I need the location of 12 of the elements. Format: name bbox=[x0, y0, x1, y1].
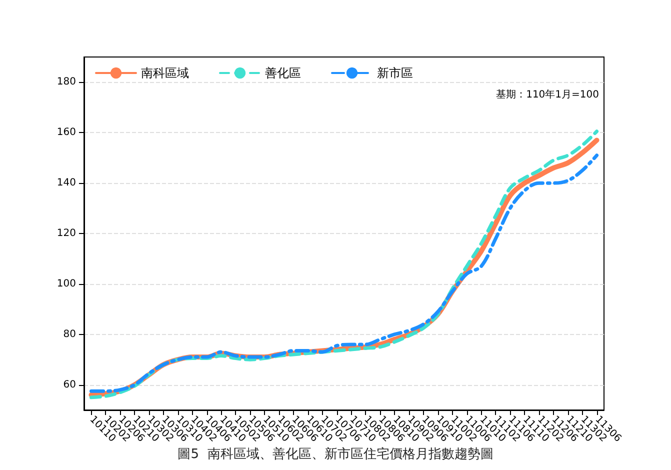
y-tick-label: 120 bbox=[56, 228, 76, 239]
legend-label: 新市區 bbox=[377, 66, 413, 80]
y-tick-label: 180 bbox=[56, 76, 76, 88]
legend-label: 南科區域 bbox=[141, 66, 189, 80]
y-tick-label: 160 bbox=[56, 127, 76, 138]
text: 圖5 南科區域、善化區、新市區住宅價格月指數趨勢圖 bbox=[178, 446, 494, 462]
y-tick-label: 100 bbox=[56, 278, 76, 290]
y-tick-label: 140 bbox=[56, 178, 76, 189]
annotation: 基期：110年1月=100 bbox=[496, 88, 600, 100]
legend-label: 善化區 bbox=[265, 66, 301, 80]
y-tick-label: 60 bbox=[63, 379, 76, 390]
y-tick-label: 80 bbox=[63, 328, 76, 340]
